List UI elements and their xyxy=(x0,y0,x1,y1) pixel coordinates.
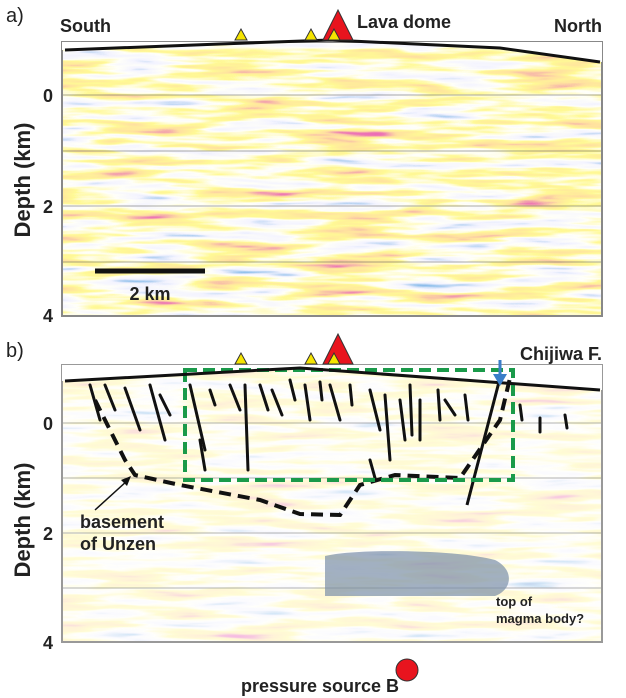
volcano-marker xyxy=(234,351,248,365)
fault-segment xyxy=(188,383,207,452)
fault-segment xyxy=(463,393,470,422)
depth-tick: 4 xyxy=(43,633,53,653)
volcano-marker xyxy=(234,27,248,41)
fault-segment xyxy=(103,383,117,412)
depth-tick: 0 xyxy=(43,414,53,434)
fault-segment xyxy=(208,388,217,407)
volcano-marker xyxy=(304,27,318,41)
fault-segment xyxy=(198,438,207,472)
north-label: North xyxy=(554,16,602,36)
fault-segment xyxy=(148,383,167,442)
south-label: South xyxy=(60,16,111,36)
fault-segment xyxy=(303,383,312,422)
fault-segment xyxy=(158,393,172,417)
fault-segment xyxy=(258,383,270,412)
fault-segment xyxy=(348,383,354,407)
scale-bar-label: 2 km xyxy=(129,284,170,304)
basement-label: of Unzen xyxy=(80,534,156,554)
fault-segment xyxy=(518,403,524,422)
depth-tick: 4 xyxy=(43,306,53,326)
magma-label: magma body? xyxy=(496,611,584,626)
panel-label: b) xyxy=(6,340,24,362)
fault-segment xyxy=(398,398,407,442)
fault-segment xyxy=(383,393,392,462)
magma-body xyxy=(325,551,509,596)
seismic-section xyxy=(62,42,602,316)
volcano-marker xyxy=(327,351,341,365)
fault-segment xyxy=(288,378,297,402)
fault-segment xyxy=(243,383,250,472)
fault-segment xyxy=(408,383,414,437)
highlight-box xyxy=(183,368,515,482)
fault-segment xyxy=(123,386,142,432)
arrow-head xyxy=(493,374,507,386)
depth-tick: 2 xyxy=(43,524,53,544)
basement-label: basement xyxy=(80,512,164,532)
fault-segment xyxy=(328,383,342,422)
chijiwa-fault xyxy=(465,377,502,506)
fault-segment xyxy=(228,383,242,412)
basement-line xyxy=(93,377,512,518)
fault-segment xyxy=(443,398,457,417)
fault-label: Chijiwa F. xyxy=(520,344,602,364)
volcano-marker xyxy=(327,27,341,41)
y-axis-label: Depth (km) xyxy=(10,463,35,578)
y-axis-label: Depth (km) xyxy=(10,123,35,238)
lava-dome-label: Lava dome xyxy=(357,12,451,32)
depth-lines xyxy=(62,94,602,263)
faults xyxy=(88,378,569,480)
fault-segment xyxy=(368,458,377,480)
fault-segment xyxy=(270,388,284,417)
fault-segment xyxy=(318,380,324,402)
pointer xyxy=(94,479,129,511)
pressure-source xyxy=(395,658,419,682)
depth-tick: 2 xyxy=(43,197,53,217)
depth-tick: 0 xyxy=(43,86,53,106)
panel-label: a) xyxy=(6,5,24,27)
fault-segment xyxy=(436,388,442,422)
fault-segment xyxy=(368,388,382,432)
fault-segment xyxy=(563,413,569,430)
pointer-head xyxy=(121,476,131,486)
magma-label: top of xyxy=(496,594,533,609)
pressure-source-label: pressure source B xyxy=(241,676,399,696)
volcano-marker xyxy=(304,351,318,365)
